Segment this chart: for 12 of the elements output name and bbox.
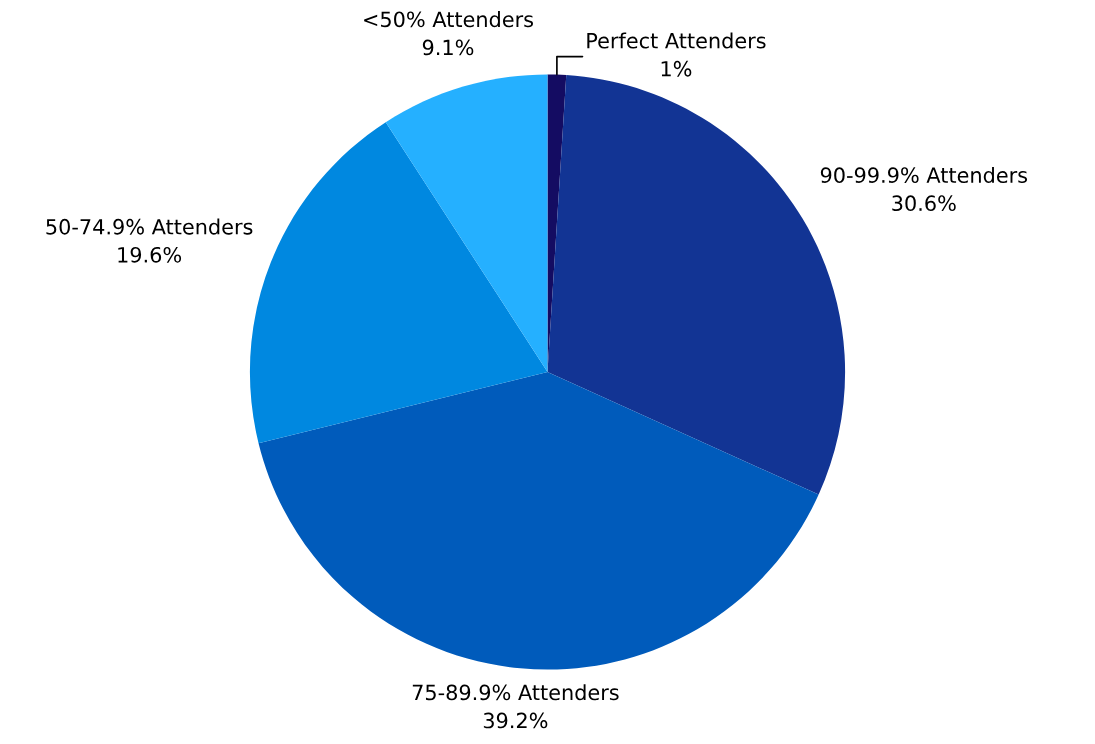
data-label: 39.2% (483, 712, 548, 729)
pie-slice (258, 372, 819, 670)
data-label: 30.6% (892, 195, 956, 212)
slice-label: 50-74.9% Attenders (46, 218, 253, 235)
pie-slice (385, 74, 548, 372)
data-label: 9.1% (422, 39, 474, 56)
slice-label: Perfect Attenders (587, 32, 766, 49)
slice-label: <50% Attenders (364, 11, 534, 28)
data-label: 1% (661, 60, 692, 77)
data-label: 19.6% (118, 246, 182, 263)
slice-label: 75-89.9% Attenders (412, 684, 619, 701)
slice-label: 90-99.9% Attenders (820, 166, 1028, 184)
